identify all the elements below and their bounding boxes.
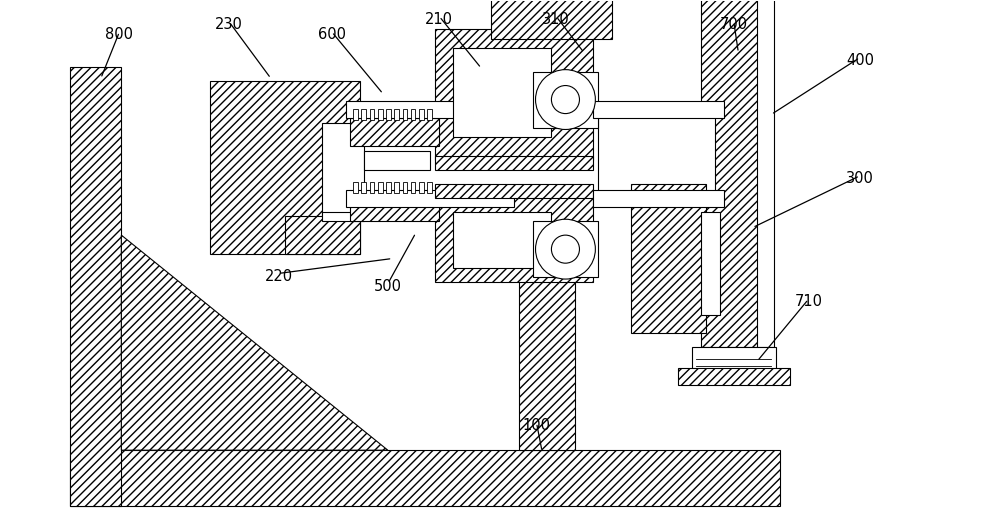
Bar	[370, 109, 374, 120]
Bar	[757, 0, 774, 347]
Bar	[631, 184, 706, 333]
Bar	[394, 109, 399, 120]
Bar	[394, 182, 399, 193]
Bar	[364, 151, 430, 170]
Text: 400: 400	[846, 53, 874, 68]
Bar	[598, 104, 715, 193]
Text: 710: 710	[795, 295, 823, 310]
Bar	[435, 156, 593, 170]
Bar	[453, 212, 551, 268]
Bar	[593, 101, 724, 118]
Text: 210: 210	[425, 12, 453, 27]
Bar	[70, 67, 121, 506]
Bar	[210, 81, 360, 254]
Bar	[350, 193, 439, 221]
Bar	[533, 71, 598, 128]
Bar	[701, 212, 720, 315]
Bar	[322, 123, 364, 221]
Bar	[419, 182, 424, 193]
Bar	[435, 29, 593, 160]
Bar	[386, 182, 391, 193]
Bar	[701, 0, 762, 347]
Circle shape	[536, 70, 595, 129]
Bar	[70, 450, 780, 506]
Bar	[427, 182, 432, 193]
Text: 230: 230	[215, 17, 243, 32]
Polygon shape	[121, 235, 388, 450]
Bar	[322, 212, 360, 221]
Bar	[285, 217, 360, 254]
Bar	[411, 109, 415, 120]
Bar	[593, 190, 724, 207]
Bar	[350, 118, 439, 146]
Bar	[533, 221, 598, 277]
Text: 300: 300	[846, 171, 874, 186]
Bar	[378, 182, 383, 193]
Bar	[419, 109, 424, 120]
Bar	[353, 109, 358, 120]
Text: 500: 500	[374, 279, 402, 294]
Bar	[370, 182, 374, 193]
Bar	[361, 182, 366, 193]
Text: 800: 800	[105, 27, 133, 42]
Bar	[346, 101, 514, 118]
Bar	[491, 0, 612, 39]
Bar	[346, 190, 514, 207]
Text: 600: 600	[318, 27, 346, 42]
Bar	[378, 109, 383, 120]
Bar	[403, 109, 407, 120]
Bar	[353, 182, 358, 193]
Text: 700: 700	[720, 17, 748, 32]
Text: 100: 100	[522, 418, 550, 433]
Circle shape	[536, 219, 595, 279]
Circle shape	[551, 235, 579, 263]
Bar	[435, 193, 593, 282]
Bar	[427, 109, 432, 120]
Bar	[692, 347, 776, 371]
Text: 220: 220	[264, 269, 293, 284]
Bar	[403, 182, 407, 193]
Text: 310: 310	[542, 12, 570, 27]
Bar	[386, 109, 391, 120]
Bar	[361, 109, 366, 120]
Bar	[435, 184, 593, 197]
Bar	[678, 368, 790, 385]
Bar	[519, 245, 575, 450]
Bar	[453, 48, 551, 137]
Bar	[411, 182, 415, 193]
Circle shape	[551, 85, 579, 114]
